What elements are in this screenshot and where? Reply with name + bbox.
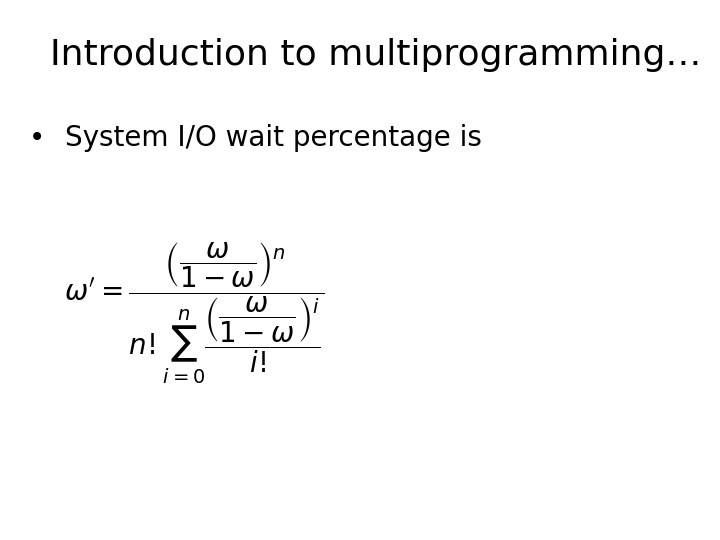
Text: Introduction to multiprogramming…: Introduction to multiprogramming… — [50, 38, 702, 72]
Text: System I/O wait percentage is: System I/O wait percentage is — [65, 124, 482, 152]
Text: •: • — [29, 124, 45, 152]
Text: $\omega' = \dfrac{\left(\dfrac{\omega}{1-\omega}\right)^n}{n!\sum_{i=0}^{n}\dfra: $\omega' = \dfrac{\left(\dfrac{\omega}{1… — [64, 241, 325, 386]
